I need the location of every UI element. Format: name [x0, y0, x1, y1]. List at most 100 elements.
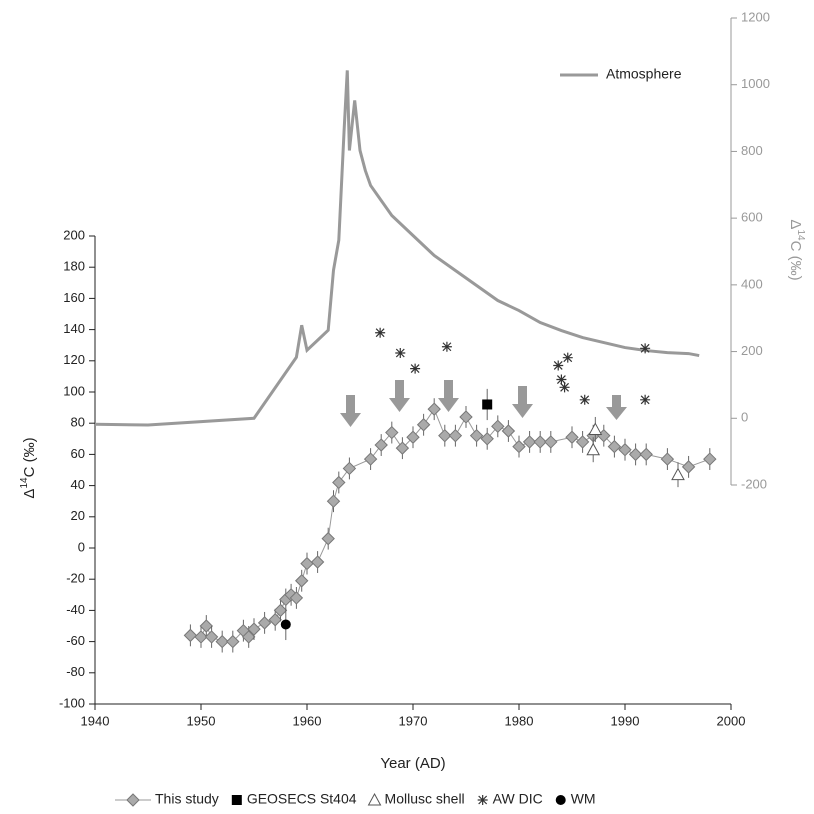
y-axis-label: Δ14C (‰) [19, 437, 38, 498]
diamond-point [607, 439, 622, 454]
x-axis-label: Year (AD) [380, 755, 445, 772]
x-tick-label: 1960 [293, 713, 322, 728]
y-tick-label: 80 [71, 415, 85, 430]
diamond-point [575, 435, 590, 449]
triangle-point [367, 792, 382, 806]
diamond-point [226, 634, 240, 649]
asterisk-point [579, 394, 590, 405]
y-tick-label: 160 [63, 290, 85, 305]
diamond-point [501, 424, 516, 438]
y2-tick-label: 1000 [741, 76, 770, 91]
asterisk-point [441, 341, 452, 352]
x-tick-label: 1970 [399, 713, 428, 728]
y2-tick-label: -200 [741, 476, 767, 491]
diamond-point [294, 574, 309, 588]
y-tick-label: 0 [78, 539, 85, 554]
diamond-point [126, 793, 140, 807]
diamond-point [681, 460, 696, 474]
diamond-point [321, 531, 335, 546]
diamond-point [363, 452, 378, 466]
x-tick-label: 1980 [505, 713, 534, 728]
diamond-point [183, 628, 198, 643]
y2-label-suffix: C (‰) [787, 241, 804, 281]
y2-tick-label: 400 [741, 276, 763, 291]
circle-point [555, 795, 566, 805]
y-tick-label: -20 [66, 571, 85, 586]
diamond-point [459, 410, 473, 424]
asterisk-point [477, 795, 488, 805]
y-tick-label: 120 [63, 352, 85, 367]
diamond-point [204, 630, 219, 644]
diamond-point [199, 619, 214, 633]
diamond-point [469, 428, 484, 443]
y-tick-label: -100 [59, 695, 85, 710]
diamond-point [268, 613, 282, 627]
diamond-point [273, 603, 288, 618]
y-tick-label: 20 [71, 508, 85, 523]
atmosphere-line [94, 70, 700, 427]
diamond-point [628, 447, 643, 462]
arrow [606, 395, 627, 420]
diamond-point [289, 591, 304, 605]
asterisk-point [556, 374, 567, 385]
diamond-point [512, 439, 526, 454]
triangle-point [671, 467, 685, 481]
y-tick-label: -60 [66, 633, 85, 648]
asterisk-point [640, 394, 651, 405]
legend-label: Atmosphere [606, 66, 682, 82]
diamond-point [332, 475, 346, 490]
y-tick-label: 180 [63, 259, 85, 274]
square-point [482, 399, 493, 410]
arrow [512, 386, 533, 418]
diamond-point [438, 428, 452, 443]
asterisk-point [553, 360, 564, 371]
diamond-point [522, 435, 537, 449]
x-tick-label: 1950 [187, 713, 216, 728]
series-line [190, 408, 710, 643]
y-tick-label: 40 [71, 477, 85, 492]
diamond-point [427, 402, 441, 416]
diamond-point [374, 438, 388, 452]
diamond-point [342, 461, 357, 476]
y-label-prefix: Δ [21, 489, 38, 499]
y2-label-prefix: Δ [787, 219, 804, 229]
arrow [438, 380, 459, 412]
legend-label: Mollusc shell [385, 791, 465, 807]
diamond-point [639, 447, 653, 462]
asterisk-point [395, 348, 406, 358]
y2-tick-label: 600 [741, 210, 763, 225]
diamond-point [215, 634, 229, 649]
asterisk-point [559, 382, 570, 393]
circle-point [280, 619, 291, 630]
asterisk-point [410, 363, 421, 374]
diamond-point [660, 452, 675, 466]
arrow [389, 380, 410, 412]
y-tick-label: 140 [63, 321, 85, 336]
y2-tick-label: 0 [741, 410, 748, 425]
diamond-point [310, 555, 325, 569]
diamond-point [480, 432, 494, 446]
diamond-point [194, 630, 208, 644]
y-tick-label: 200 [63, 227, 85, 242]
legend-label: This study [155, 791, 219, 807]
y-tick-label: -40 [66, 602, 85, 617]
diamond-point [703, 452, 717, 466]
diamond-point [416, 418, 431, 432]
y-tick-label: 100 [63, 383, 85, 398]
y-label-sup: 14 [19, 477, 30, 489]
diamond-point [618, 443, 632, 457]
diamond-point [448, 428, 463, 443]
diamond-point [257, 616, 272, 630]
diamond-point [533, 435, 547, 449]
y-label-suffix: C (‰) [21, 437, 38, 477]
asterisk-point [640, 343, 651, 354]
y2-tick-label: 1200 [741, 9, 770, 24]
diamond-point [326, 494, 341, 508]
triangle-point [586, 442, 601, 456]
x-tick-label: 2000 [717, 713, 746, 728]
diamond-point [241, 630, 256, 644]
x-tick-label: 1940 [81, 713, 110, 728]
triangle-point [588, 422, 603, 435]
legend-label: GEOSECS St404 [247, 791, 357, 807]
asterisk-point [375, 327, 386, 338]
